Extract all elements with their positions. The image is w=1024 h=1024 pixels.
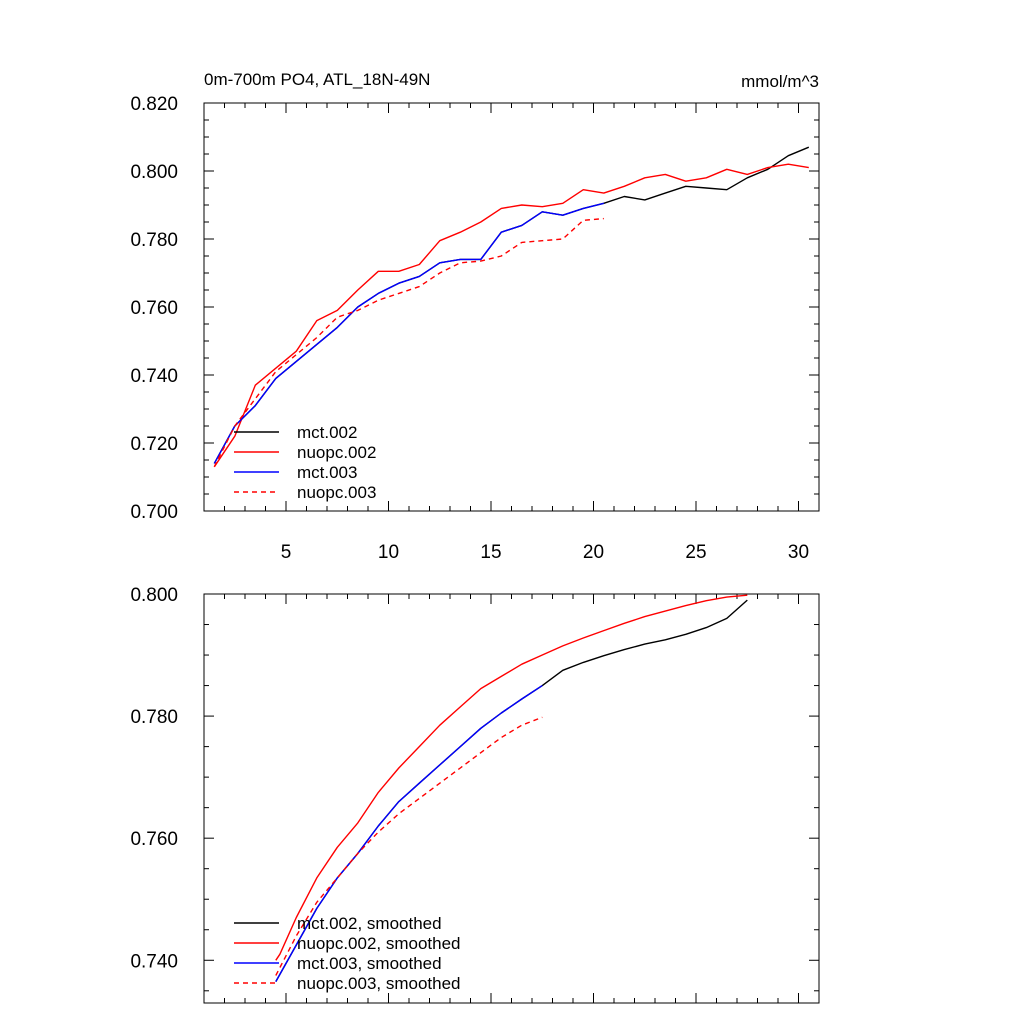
series-line-nuopc-003-smoothed — [275, 716, 543, 976]
y-tick-label: 0.720 — [130, 434, 178, 455]
y-tick-label: 0.780 — [130, 707, 178, 728]
top-panel-units: mmol/m^3 — [741, 72, 819, 91]
x-tick-label: 15 — [480, 542, 501, 563]
bottom-axis-ticks — [203, 593, 820, 1003]
top-panel: 0m-700m PO4, ATL_18N-49N mmol/m^3 0.7000… — [130, 70, 820, 563]
series-line-mct-003 — [213, 202, 604, 464]
y-tick-label: 0.800 — [130, 162, 178, 183]
legend-label: nuopc.002 — [297, 443, 376, 462]
bottom-series-lines — [275, 594, 748, 982]
legend-label: mct.003 — [297, 463, 357, 482]
series-line-nuopc-002-smoothed — [275, 594, 748, 961]
top-tick-labels: 0.700 0.720 0.740 0.760 0.780 0.800 0.820 5 10 15… — [130, 94, 809, 563]
series-line-nuopc-003 — [213, 217, 604, 468]
legend-label: mct.002 — [297, 423, 357, 442]
y-tick-label: 0.820 — [130, 94, 178, 115]
y-tick-label: 0.700 — [130, 502, 178, 523]
y-tick-label: 0.800 — [130, 585, 178, 606]
x-tick-label: 30 — [788, 542, 809, 563]
y-tick-label: 0.780 — [130, 230, 178, 251]
legend-label: mct.003, smoothed — [297, 954, 442, 973]
y-tick-label: 0.760 — [130, 298, 178, 319]
bottom-tick-labels: 0.740 0.760 0.780 0.800 — [130, 585, 178, 972]
legend-label: nuopc.003 — [297, 483, 376, 502]
y-tick-label: 0.740 — [130, 951, 178, 972]
y-tick-label: 0.760 — [130, 829, 178, 850]
y-tick-label: 0.740 — [130, 366, 178, 387]
x-tick-label: 5 — [281, 542, 292, 563]
legend-label: nuopc.003, smoothed — [297, 974, 461, 993]
top-panel-title: 0m-700m PO4, ATL_18N-49N — [204, 70, 430, 89]
legend-label: nuopc.002, smoothed — [297, 934, 461, 953]
series-line-mct-003-smoothed — [275, 685, 543, 982]
x-tick-label: 25 — [685, 542, 706, 563]
legend-label: mct.002, smoothed — [297, 914, 442, 933]
x-tick-label: 10 — [378, 542, 399, 563]
series-line-nuopc-002 — [213, 163, 809, 468]
top-series-lines — [213, 146, 810, 468]
top-axis-ticks — [203, 102, 820, 512]
x-tick-label: 20 — [583, 542, 604, 563]
